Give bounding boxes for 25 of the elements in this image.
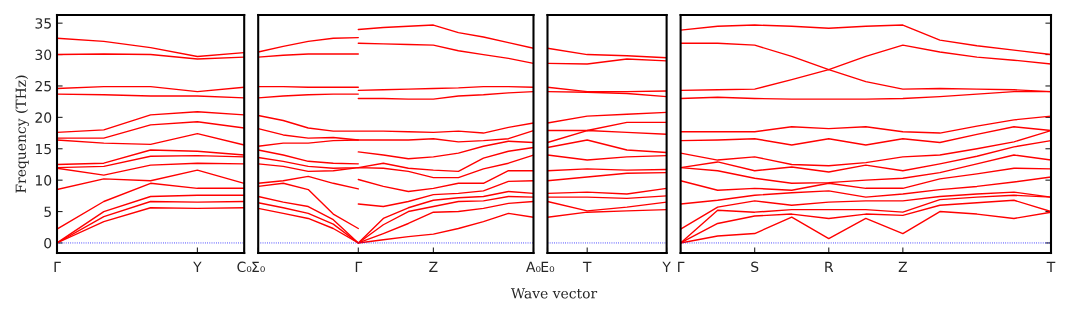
x-tick-label: T: [582, 261, 592, 272]
x-tick-label: Σ₀: [252, 261, 265, 273]
x-tick-label: Γ: [355, 261, 363, 272]
x-tick-label: Z: [898, 261, 907, 272]
x-tick-label: A₀: [526, 261, 541, 273]
y-tick-label: 20: [35, 112, 52, 123]
x-tick-label: Y: [662, 261, 671, 272]
x-tick-label: T: [1046, 261, 1056, 272]
y-tick-label: 30: [35, 49, 52, 61]
x-tick-label: S: [751, 261, 759, 273]
y-tick-label: 15: [35, 143, 51, 155]
x-tick-label: R: [825, 261, 834, 272]
y-tick-label: 35: [35, 18, 51, 29]
x-tick-label: C₀: [237, 261, 252, 273]
x-axis-title: Wave vector: [510, 288, 598, 299]
x-tick-label: E₀: [541, 261, 555, 273]
x-tick-label: Z: [429, 261, 438, 272]
x-tick-label: Γ: [54, 261, 61, 272]
y-tick-label: 10: [35, 175, 52, 186]
y-tick-label: 25: [35, 80, 51, 92]
y-axis-title: Frequency (THz): [15, 75, 29, 193]
y-tick-label: 0: [44, 237, 52, 249]
x-tick-label: Y: [193, 261, 202, 272]
y-tick-label: 5: [44, 206, 51, 218]
x-tick-label: Γ: [678, 261, 685, 272]
